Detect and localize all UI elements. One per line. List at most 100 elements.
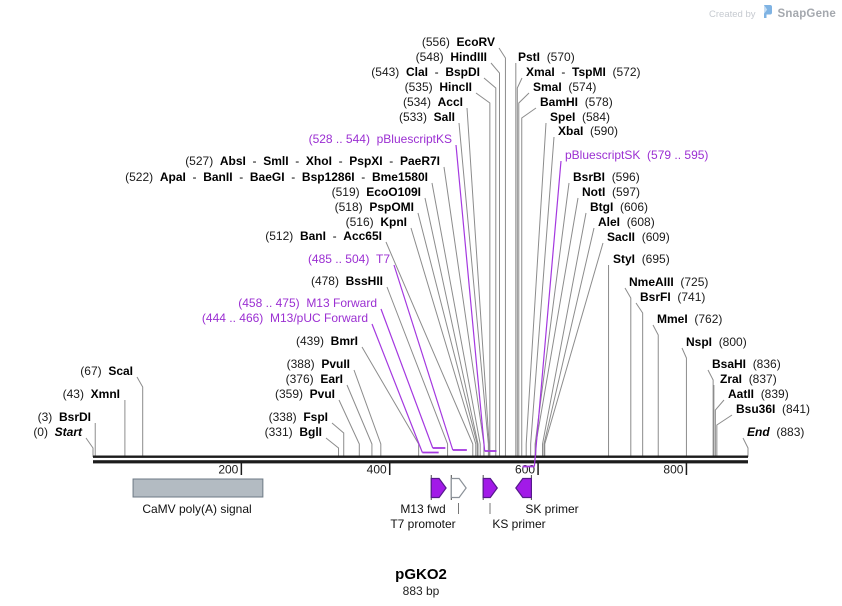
site-label[interactable]: (518) PspOMI (335, 200, 414, 214)
site-leader-line (535, 197, 579, 457)
site-leader-line (424, 197, 479, 457)
backbone-line (93, 460, 748, 464)
site-label[interactable]: (543) ClaI - BspDI (371, 65, 480, 79)
site-label[interactable]: End (883) (747, 425, 804, 439)
site-label[interactable]: (512) BanI - Acc65I (265, 229, 382, 243)
site-leader-line (498, 47, 506, 457)
site-label[interactable]: (43) XmnI (63, 387, 120, 401)
site-label[interactable]: (439) BmrI (296, 334, 358, 348)
site-label[interactable]: (528 .. 544) pBluescriptKS (309, 132, 452, 146)
site-label[interactable]: (527) AbsI - SmlI - XhoI - PspXI - PaeR7… (185, 154, 440, 168)
site-label[interactable]: (444 .. 466) M13/pUC Forward (202, 311, 368, 325)
site-label[interactable]: (67) ScaI (80, 364, 133, 378)
site-leader-line (346, 384, 373, 457)
site-label[interactable]: Bsu36I (841) (736, 402, 810, 416)
ruler-number: 400 (367, 463, 387, 477)
site-label[interactable]: (388) PvuII (287, 357, 350, 371)
region-leader-line (371, 323, 423, 453)
site-leader-line (542, 212, 587, 457)
site-label[interactable]: (516) KpnI (346, 215, 407, 229)
site-label[interactable]: (519) EcoO109I (332, 185, 421, 199)
site-leader-line (652, 324, 659, 457)
site-label[interactable]: XmaI - TspMI (572) (526, 65, 641, 79)
site-leader-line (516, 77, 523, 457)
feature-label[interactable]: M13 fwd (400, 502, 445, 516)
region-leader-line (380, 308, 434, 449)
site-label[interactable]: SmaI (574) (533, 80, 596, 94)
watermark-brand: SnapGene (777, 8, 836, 20)
site-label[interactable]: AatII (839) (728, 387, 789, 401)
site-leader-line (136, 376, 144, 457)
site-label[interactable]: (534) AccI (403, 95, 463, 109)
primer-arrow-right[interactable] (430, 477, 447, 499)
site-label[interactable]: BsaHI (836) (712, 357, 781, 371)
snapgene-watermark: Created by SnapGene (709, 4, 836, 24)
site-label[interactable]: BamHI (578) (540, 95, 613, 109)
site-label[interactable]: PstI (570) (518, 50, 575, 64)
primer-arrow-left[interactable] (515, 477, 532, 499)
site-leader-line (543, 227, 595, 457)
site-leader-line (518, 92, 530, 457)
ruler-number: 800 (663, 463, 683, 477)
region-leader-line (533, 160, 562, 467)
site-label[interactable]: (458 .. 475) M13 Forward (238, 296, 377, 310)
site-label[interactable]: (0) Start (33, 425, 83, 439)
site-label[interactable]: (533) SalI (399, 110, 455, 124)
site-label[interactable]: MmeI (762) (657, 312, 722, 326)
feature-box[interactable] (132, 478, 264, 498)
site-leader-line (716, 414, 733, 457)
site-label[interactable]: NmeAIII (725) (629, 275, 708, 289)
site-label[interactable]: (548) HindIII (416, 50, 487, 64)
map-title: pGKO2 (395, 566, 447, 583)
primer-arrow-right[interactable] (450, 477, 467, 499)
site-label[interactable]: BtgI (606) (590, 200, 648, 214)
site-label[interactable]: (338) FspI (269, 410, 328, 424)
site-label[interactable]: (478) BssHII (311, 274, 383, 288)
watermark-prefix: Created by (709, 8, 756, 20)
site-label[interactable]: NotI (597) (582, 185, 640, 199)
site-leader-line (325, 437, 340, 457)
site-label[interactable]: ZraI (837) (720, 372, 777, 386)
site-leader-line (490, 62, 501, 457)
site-label[interactable]: (376) EarI (286, 372, 343, 386)
site-label[interactable]: (535) HincII (405, 80, 472, 94)
site-leader-line (544, 242, 604, 457)
primer-arrow-right[interactable] (482, 477, 499, 499)
site-label[interactable]: (3) BsrDI (38, 410, 91, 424)
site-label[interactable]: NspI (800) (686, 335, 747, 349)
feature-label[interactable]: T7 promoter (390, 517, 455, 531)
site-leader-line (410, 227, 477, 457)
site-label[interactable]: (556) EcoRV (422, 35, 495, 49)
site-label[interactable]: (522) ApaI - BanII - BaeGI - Bsp1286I - … (125, 170, 428, 184)
site-label[interactable]: (485 .. 504) T7 (308, 252, 390, 266)
ruler-number: 600 (515, 463, 535, 477)
site-leader-line (483, 77, 497, 457)
feature-label[interactable]: SK primer (525, 502, 578, 516)
site-leader-line (530, 136, 555, 457)
site-label[interactable]: SpeI (584) (550, 110, 610, 124)
site-leader-line (431, 182, 481, 457)
snapgene-logo-icon (761, 4, 773, 24)
site-leader-line (525, 122, 547, 457)
site-label[interactable]: StyI (695) (613, 252, 670, 266)
site-label[interactable]: (359) PvuI (275, 387, 335, 401)
site-leader-line (338, 399, 360, 457)
site-label[interactable]: AleI (608) (598, 215, 655, 229)
site-label[interactable]: BsrFI (741) (640, 290, 705, 304)
site-label[interactable]: XbaI (590) (558, 124, 618, 138)
feature-label[interactable]: KS primer (492, 517, 545, 531)
site-label[interactable]: SacII (609) (607, 230, 670, 244)
site-leader-line (635, 302, 644, 457)
site-label[interactable]: (331) BglI (265, 425, 322, 439)
site-leader-line (681, 347, 687, 457)
site-label[interactable]: pBluescriptSK (579 .. 595) (565, 148, 708, 162)
site-leader-line (386, 286, 449, 457)
site-leader-line (331, 422, 345, 457)
site-label[interactable]: BsrBI (596) (573, 170, 640, 184)
feature-label[interactable]: CaMV poly(A) signal (142, 502, 251, 516)
region-leader-line (393, 264, 454, 451)
site-leader-line (353, 369, 382, 457)
site-leader-line (385, 241, 474, 457)
